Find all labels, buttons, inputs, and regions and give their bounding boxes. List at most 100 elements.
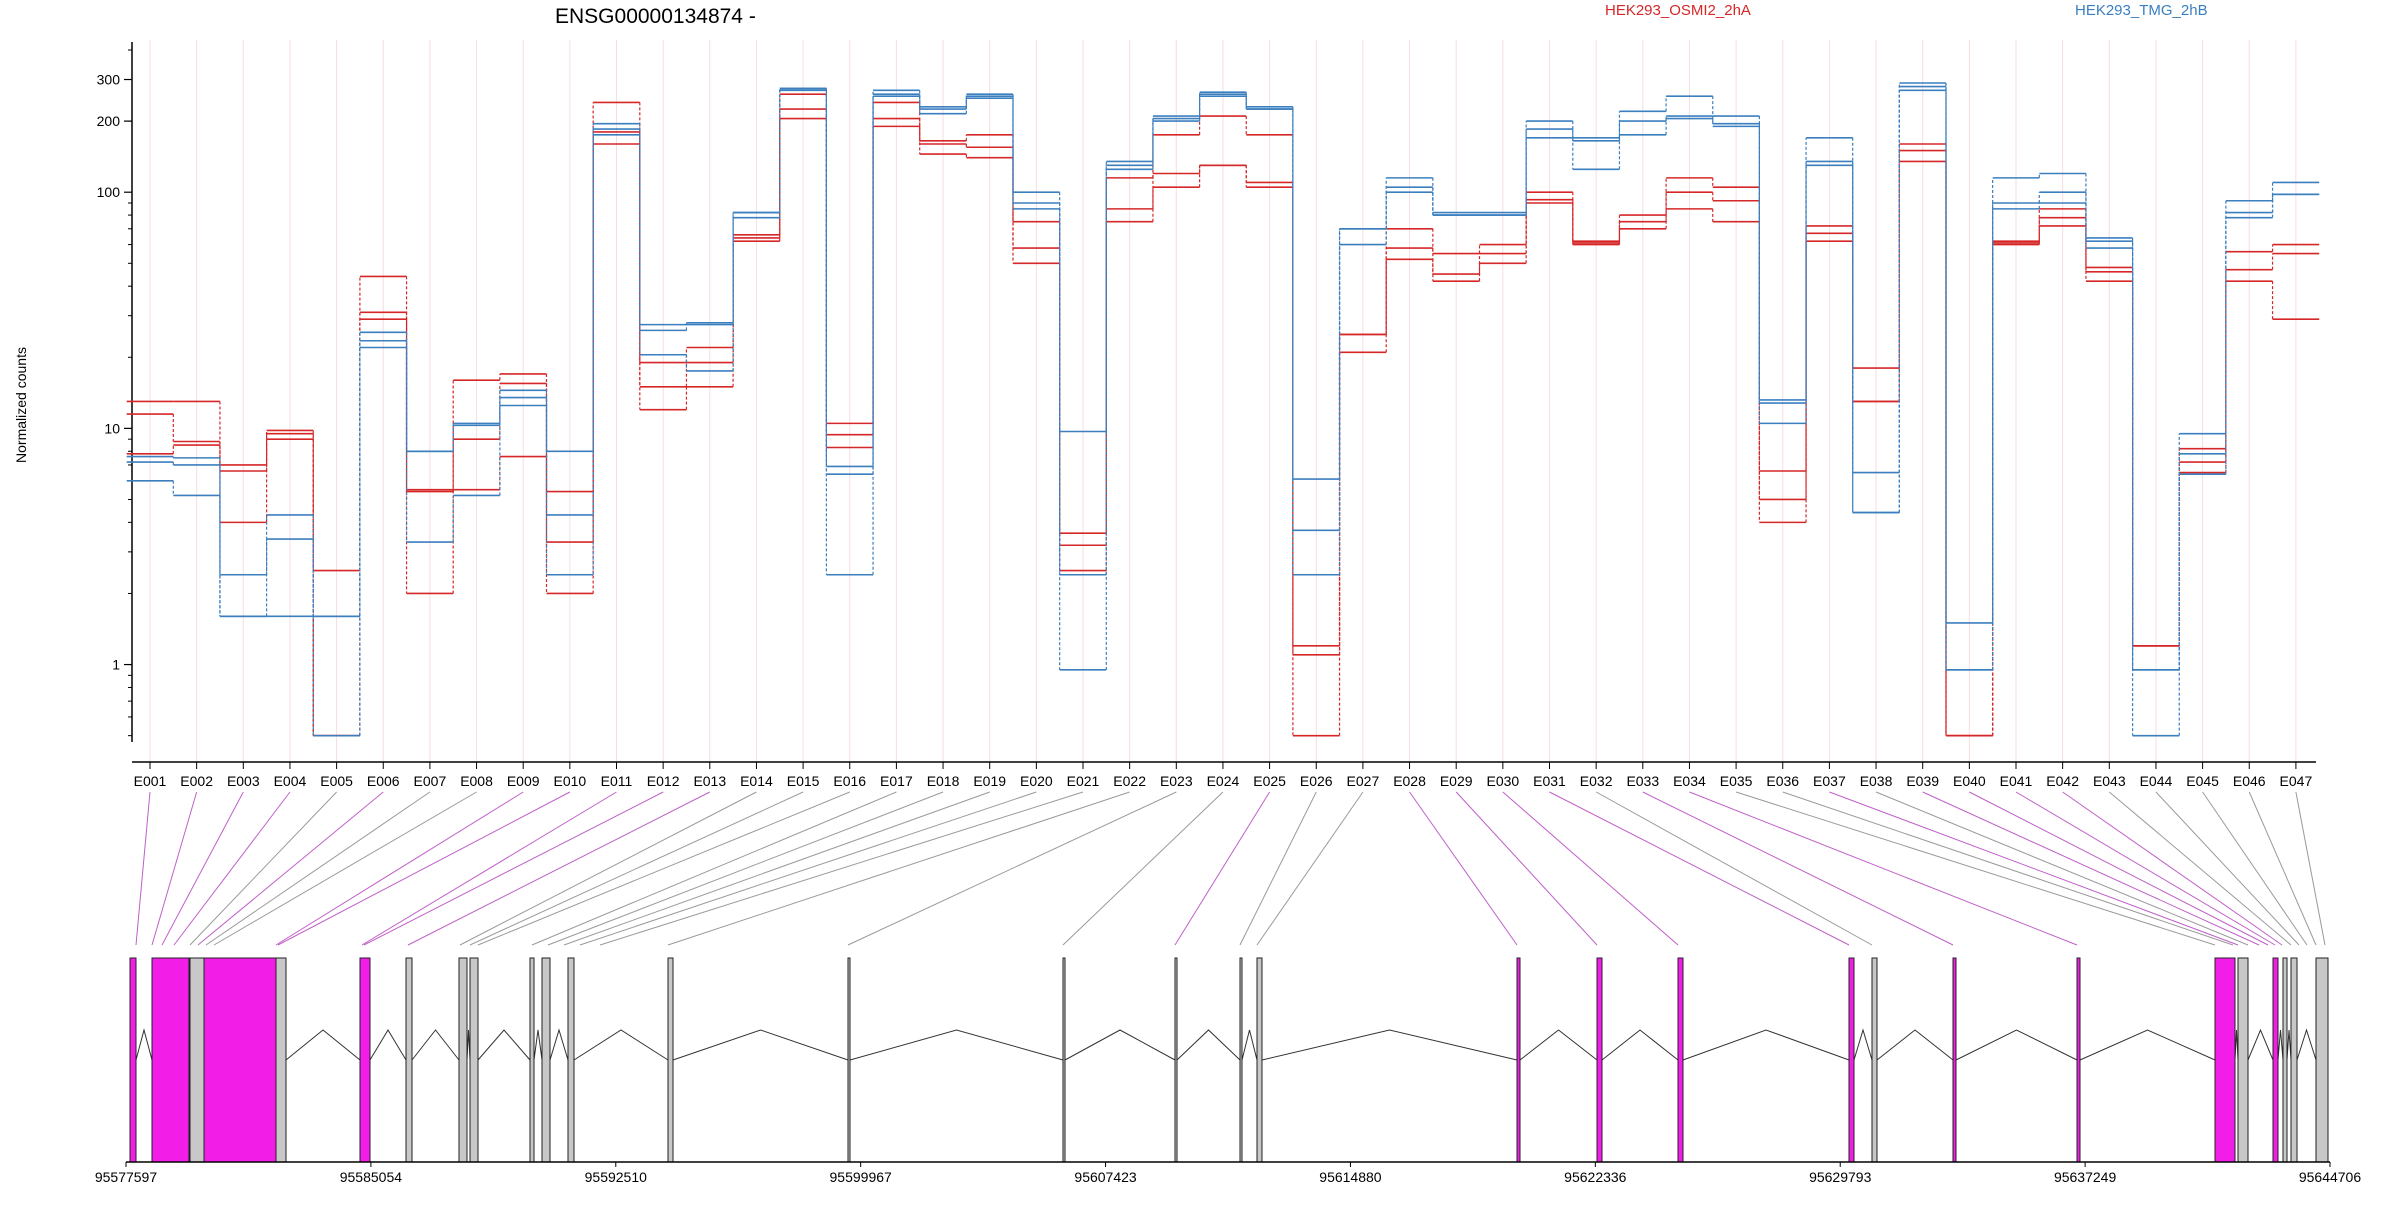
exon-box xyxy=(359,957,371,1163)
exon-connector xyxy=(1689,791,2078,946)
exon-connector xyxy=(277,791,571,946)
exon-connector xyxy=(1455,791,1598,946)
intron-line xyxy=(285,1029,361,1061)
exon-label: E044 xyxy=(2140,773,2173,789)
gene-model: 95577597 95585054 95592510 95599967 95607423… xyxy=(95,791,2362,1185)
exon-label: E017 xyxy=(880,773,913,789)
exon-connector xyxy=(1409,791,1518,946)
intron-line xyxy=(411,1029,460,1061)
exon-label: E022 xyxy=(1113,773,1146,789)
exon-box xyxy=(203,957,283,1163)
coordinate-label: 95629793 xyxy=(1809,1169,1872,1185)
coordinate-label: 95614880 xyxy=(1319,1169,1382,1185)
exon-connector xyxy=(1782,791,2234,946)
exon-label: E009 xyxy=(507,773,540,789)
exon-label: E025 xyxy=(1253,773,1286,789)
axes: 1 10 100 200 300 E001 E002 E003 E004 E005 E006 E007… xyxy=(97,42,2316,789)
exon-label: E011 xyxy=(601,773,633,789)
exon-connector xyxy=(1239,791,1317,946)
exon-connector xyxy=(2108,791,2292,946)
exon-connector xyxy=(205,791,431,946)
exon-box xyxy=(2272,957,2279,1163)
exon-connector xyxy=(547,791,944,946)
exon-connector xyxy=(1595,791,1873,946)
exon-connector xyxy=(2202,791,2308,946)
exon-box xyxy=(1239,957,1243,1163)
exon-box xyxy=(1848,957,1855,1163)
exon-connector xyxy=(275,791,524,946)
exon-label: E043 xyxy=(2093,773,2126,789)
intron-line xyxy=(1241,1029,1258,1061)
exon-connector xyxy=(361,791,617,946)
exon-connector xyxy=(847,791,1177,946)
intron-line xyxy=(1876,1029,1954,1061)
intron-line xyxy=(2079,1029,2216,1061)
y-tick-label: 10 xyxy=(104,420,120,436)
exon-connector xyxy=(1875,791,2249,946)
intron-line xyxy=(1682,1029,1850,1061)
exon-label: E038 xyxy=(1860,773,1893,789)
y-tick-label: 200 xyxy=(97,113,121,129)
exon-connector xyxy=(667,791,1130,946)
exon-box xyxy=(1516,957,1521,1163)
exon-connector xyxy=(2015,791,2276,946)
exon-connector xyxy=(151,791,198,946)
exon-label: E001 xyxy=(134,773,167,789)
exon-box xyxy=(1952,957,1957,1163)
exon-box xyxy=(1871,957,1878,1163)
exon-label: E041 xyxy=(2000,773,2033,789)
exon-connector xyxy=(459,791,757,946)
exon-label: E026 xyxy=(1300,773,1333,789)
exon-box xyxy=(541,957,551,1163)
exon-label: E037 xyxy=(1813,773,1846,789)
intron-line xyxy=(573,1029,669,1061)
exon-label: E045 xyxy=(2186,773,2219,789)
exon-label: E032 xyxy=(1580,773,1613,789)
legend-entry-tmg: HEK293_TMG_2hB xyxy=(2075,2,2208,19)
exon-box xyxy=(405,957,413,1163)
y-tick-label: 100 xyxy=(97,184,121,200)
intron-line xyxy=(2247,1028,2274,1061)
coordinate-label: 95592510 xyxy=(585,1169,648,1185)
exon-label: E012 xyxy=(647,773,680,789)
exon-label: E005 xyxy=(320,773,353,789)
exon-label: E020 xyxy=(1020,773,1053,789)
exon-connector xyxy=(1922,791,2260,946)
exon-label: E039 xyxy=(1906,773,1939,789)
exon-connector xyxy=(1969,791,2269,946)
exon-connector xyxy=(2248,791,2317,946)
intron-line xyxy=(1519,1029,1598,1061)
y-tick-label: 300 xyxy=(97,72,121,88)
exon-box xyxy=(2315,957,2329,1163)
exon-label: E036 xyxy=(1766,773,1799,789)
exon-label: E031 xyxy=(1533,773,1566,789)
exon-box xyxy=(567,957,575,1163)
exon-label: E010 xyxy=(553,773,586,789)
coordinate-label: 95577597 xyxy=(95,1169,158,1185)
exon-connector xyxy=(363,791,664,946)
exon-box xyxy=(1062,957,1066,1163)
exon-connector xyxy=(1502,791,1679,946)
exon-connector xyxy=(1174,791,1271,946)
exon-label: E029 xyxy=(1440,773,1473,789)
exon-connector xyxy=(2155,791,2300,946)
intron-line xyxy=(672,1029,849,1061)
exon-connector xyxy=(1735,791,2216,946)
exon-connector xyxy=(2295,791,2326,946)
exon-label: E021 xyxy=(1067,773,1100,789)
y-tick-label: 1 xyxy=(112,657,120,673)
exon-box xyxy=(2290,957,2298,1163)
exon-box xyxy=(529,957,535,1163)
coordinate-label: 95585054 xyxy=(340,1169,403,1185)
exon-box xyxy=(1596,957,1603,1163)
exon-connector xyxy=(469,791,804,946)
intron-line xyxy=(369,1029,407,1061)
legend-entry-osmi2: HEK293_OSMI2_2hA xyxy=(1605,2,1751,19)
exon-label: E030 xyxy=(1486,773,1519,789)
coordinate-label: 95644706 xyxy=(2299,1169,2362,1185)
exon-connector xyxy=(2062,791,2283,946)
exon-connector xyxy=(1062,791,1224,946)
exon-label: E023 xyxy=(1160,773,1193,789)
exon-box xyxy=(1677,957,1684,1163)
exon-box xyxy=(1256,957,1263,1163)
